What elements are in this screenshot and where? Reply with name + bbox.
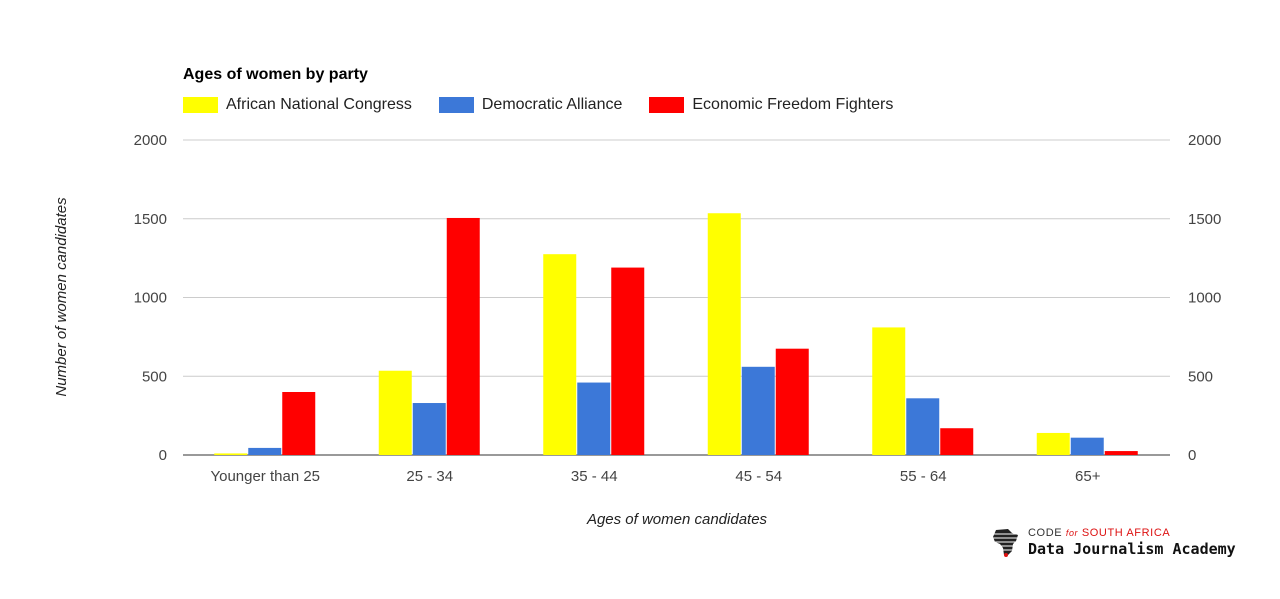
- x-tick-label: Younger than 25: [210, 468, 320, 485]
- bars: [214, 213, 1138, 455]
- brand-for: for: [1066, 528, 1078, 538]
- y-axis-left-ticks: 0 500 1000 1500 2000: [134, 132, 167, 464]
- africa-map-icon: [990, 526, 1022, 558]
- bar-anc-5: [1037, 433, 1070, 455]
- bar-anc-1: [379, 371, 412, 455]
- y-tick-label-right: 1500: [1188, 211, 1221, 228]
- y-tick-label-right: 0: [1188, 447, 1196, 464]
- y-tick-label-right: 1000: [1188, 290, 1221, 307]
- bar-anc-2: [543, 254, 576, 455]
- x-axis-title: Ages of women candidates: [586, 511, 768, 528]
- y-tick-label-left: 1500: [134, 211, 167, 228]
- brand-tagline: CODE for SOUTH AFRICA: [1028, 528, 1236, 539]
- y-axis-title: Number of women candidates: [53, 197, 70, 397]
- brand-logo-block: CODE for SOUTH AFRICA Data Journalism Ac…: [990, 525, 1236, 559]
- x-tick-label: 25 - 34: [406, 468, 453, 485]
- bar-eff-0: [282, 392, 315, 455]
- bar-da-4: [906, 398, 939, 455]
- bar-da-2: [577, 383, 610, 455]
- bar-anc-4: [872, 327, 905, 455]
- brand-name: Data Journalism Academy: [1028, 542, 1236, 557]
- brand-south-africa: SOUTH AFRICA: [1082, 527, 1171, 539]
- y-axis-right-ticks: 0 500 1000 1500 2000: [1188, 132, 1221, 464]
- bar-da-3: [742, 367, 775, 455]
- bar-eff-3: [776, 349, 809, 455]
- y-tick-label-left: 1000: [134, 290, 167, 307]
- x-tick-label: 65+: [1075, 468, 1101, 485]
- bar-eff-1: [447, 218, 480, 455]
- bar-anc-3: [708, 213, 741, 455]
- bar-eff-2: [611, 268, 644, 455]
- bar-da-5: [1071, 438, 1104, 455]
- y-tick-label-left: 2000: [134, 132, 167, 149]
- x-axis-ticks: Younger than 25 25 - 34 35 - 44 45 - 54 55 -…: [210, 468, 1100, 485]
- bar-eff-5: [1105, 451, 1138, 455]
- bar-da-1: [413, 403, 446, 455]
- y-tick-label-right: 500: [1188, 368, 1213, 385]
- x-tick-label: 35 - 44: [571, 468, 618, 485]
- brand-text: CODE for SOUTH AFRICA Data Journalism Ac…: [1028, 528, 1236, 557]
- bar-da-0: [248, 448, 281, 455]
- x-tick-label: 45 - 54: [735, 468, 782, 485]
- bar-anc-0: [214, 453, 247, 455]
- y-tick-label-left: 500: [142, 368, 167, 385]
- y-tick-label-left: 0: [159, 447, 167, 464]
- x-tick-label: 55 - 64: [900, 468, 947, 485]
- gridlines: [183, 140, 1170, 455]
- bar-eff-4: [940, 428, 973, 455]
- brand-code: CODE: [1028, 527, 1062, 539]
- y-tick-label-right: 2000: [1188, 132, 1221, 149]
